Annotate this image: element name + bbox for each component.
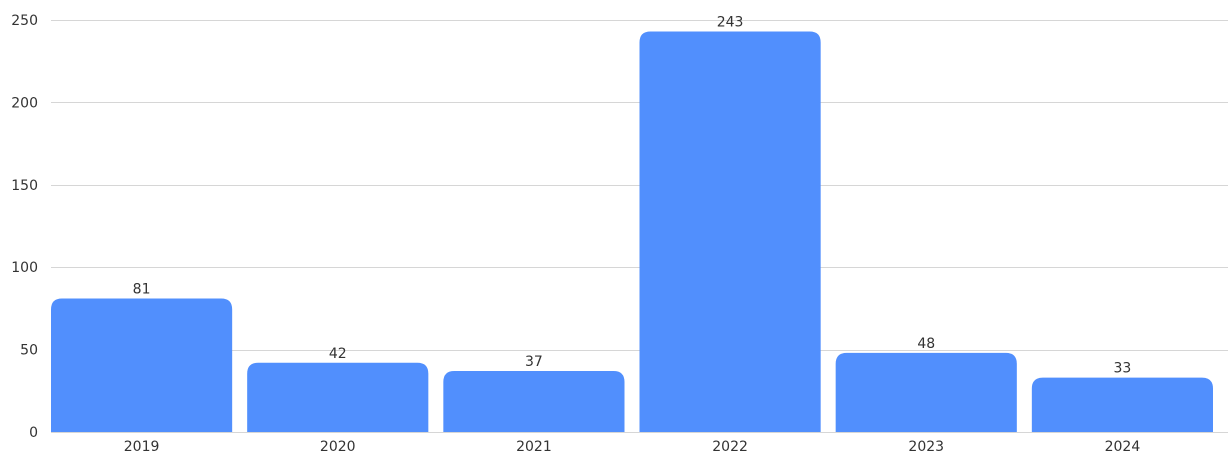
x-tick-label-2024: 2024	[1105, 439, 1141, 453]
y-tick-label: 0	[29, 425, 38, 441]
x-tick-label-2019: 2019	[124, 439, 160, 453]
y-tick-label: 100	[11, 260, 38, 276]
bar-2021	[443, 371, 625, 432]
data-label-2020: 42	[329, 346, 347, 362]
x-tick-label-2020: 2020	[320, 439, 356, 453]
data-label-2023: 48	[917, 336, 935, 352]
data-label-2024: 33	[1114, 361, 1132, 377]
bar-2019	[51, 298, 233, 432]
y-axis: 0 50 100 150 200 250	[11, 13, 38, 441]
bar-2020	[247, 362, 429, 432]
data-label-2019: 81	[133, 282, 151, 298]
x-tick-label-2022: 2022	[712, 439, 748, 453]
bar-2024	[1031, 377, 1213, 432]
x-axis: 2019 2020 2021 2022 2023 2024	[124, 439, 1141, 453]
bar-2022	[639, 31, 821, 432]
y-tick-label: 50	[20, 343, 38, 359]
x-tick-label-2023: 2023	[908, 439, 944, 453]
bar-2023	[835, 352, 1017, 432]
data-label-2022: 243	[717, 15, 744, 31]
bars	[51, 31, 1213, 432]
data-labels: 81 42 37 243 48 33	[133, 15, 1132, 377]
x-tick-label-2021: 2021	[516, 439, 552, 453]
y-tick-label: 200	[11, 95, 38, 111]
data-label-2021: 37	[525, 354, 543, 370]
y-tick-label: 150	[11, 178, 38, 194]
y-tick-label: 250	[11, 13, 38, 29]
